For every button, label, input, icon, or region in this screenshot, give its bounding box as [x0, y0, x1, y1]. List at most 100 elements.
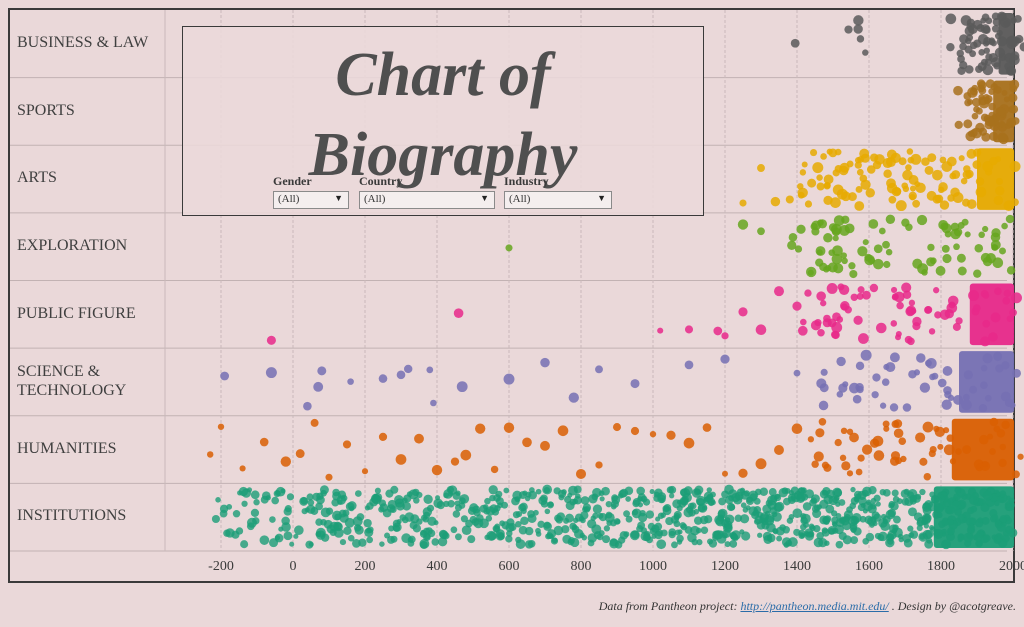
- data-point: [861, 444, 873, 455]
- gender-select[interactable]: (All) ▼: [273, 191, 349, 209]
- data-point: [968, 289, 980, 301]
- data-point: [988, 102, 996, 111]
- data-point: [949, 172, 957, 180]
- data-point: [450, 526, 458, 534]
- data-point: [706, 487, 712, 493]
- data-point: [419, 540, 428, 549]
- data-point: [912, 199, 921, 208]
- data-point: [995, 186, 1005, 196]
- data-point: [941, 399, 952, 410]
- data-point: [985, 17, 993, 25]
- data-point: [423, 494, 433, 504]
- data-point: [921, 157, 930, 166]
- data-point: [838, 165, 849, 176]
- data-point: [266, 335, 276, 345]
- data-point: [808, 523, 815, 530]
- data-point: [347, 378, 354, 385]
- data-point: [910, 153, 922, 165]
- pantheon-link[interactable]: http://pantheon.media.mit.edu/: [740, 599, 889, 613]
- data-point: [280, 488, 286, 494]
- industry-select[interactable]: (All) ▼: [504, 191, 612, 209]
- data-point: [969, 129, 978, 137]
- data-point: [944, 309, 954, 319]
- data-point: [953, 243, 960, 251]
- data-point: [1004, 52, 1015, 63]
- data-point: [300, 497, 308, 505]
- data-point: [683, 437, 695, 449]
- data-point: [553, 525, 564, 536]
- data-point: [840, 516, 850, 526]
- data-point: [361, 468, 369, 475]
- country-filter-label: Country: [359, 174, 403, 188]
- data-point: [1004, 502, 1011, 508]
- data-point: [946, 518, 954, 526]
- data-point: [755, 458, 767, 470]
- gender-select-value: (All): [278, 193, 300, 205]
- data-point: [1007, 35, 1018, 46]
- data-point: [990, 57, 1002, 68]
- data-point: [399, 514, 407, 521]
- data-point: [453, 308, 464, 318]
- chevron-down-icon: ▼: [480, 193, 489, 203]
- data-point: [916, 353, 926, 363]
- data-point: [816, 504, 823, 510]
- data-point: [983, 93, 990, 101]
- data-point: [379, 541, 385, 547]
- x-tick-label: 1400: [783, 559, 811, 574]
- data-point: [917, 263, 929, 275]
- data-point: [970, 505, 978, 513]
- data-point: [811, 460, 819, 468]
- data-point: [315, 527, 326, 538]
- data-point: [506, 530, 513, 537]
- data-point: [447, 499, 455, 508]
- data-point: [431, 464, 443, 476]
- data-point: [438, 537, 448, 547]
- data-point: [745, 496, 755, 506]
- data-point: [562, 534, 572, 544]
- category-label-science-technology: SCIENCE & TECHNOLOGY: [17, 363, 127, 399]
- data-point: [725, 495, 734, 505]
- data-point: [666, 430, 676, 440]
- data-point: [593, 531, 602, 540]
- data-point: [868, 219, 879, 229]
- data-point: [1009, 79, 1020, 90]
- data-point: [861, 290, 871, 300]
- data-point: [494, 523, 501, 530]
- data-point: [826, 283, 838, 294]
- data-point: [631, 508, 642, 519]
- data-point: [890, 286, 898, 294]
- data-point: [503, 422, 515, 433]
- data-point: [947, 394, 955, 402]
- data-point: [925, 359, 932, 367]
- data-point: [816, 182, 825, 191]
- data-point: [982, 256, 993, 267]
- data-point: [1011, 470, 1020, 479]
- data-point: [961, 517, 968, 524]
- data-point: [678, 500, 687, 508]
- data-point: [609, 538, 618, 547]
- data-point: [615, 519, 621, 525]
- data-point: [544, 508, 551, 515]
- data-point: [274, 490, 281, 496]
- x-tick-label: 1800: [927, 559, 955, 574]
- data-point: [592, 512, 599, 519]
- data-point: [991, 25, 1000, 33]
- country-select[interactable]: (All) ▼: [359, 191, 495, 209]
- data-point: [307, 499, 315, 506]
- data-point: [386, 504, 396, 513]
- data-point: [901, 497, 910, 506]
- data-point: [949, 458, 957, 465]
- data-point: [954, 486, 962, 494]
- data-point: [906, 305, 917, 316]
- data-point: [697, 504, 706, 513]
- data-point: [1006, 315, 1014, 323]
- data-point: [396, 370, 406, 380]
- data-point: [422, 533, 431, 542]
- data-point: [901, 182, 909, 190]
- data-point: [928, 328, 936, 335]
- data-point: [883, 425, 890, 432]
- data-point: [579, 532, 585, 538]
- industry-filter: Industry (All) ▼: [504, 174, 612, 209]
- data-point: [642, 498, 651, 506]
